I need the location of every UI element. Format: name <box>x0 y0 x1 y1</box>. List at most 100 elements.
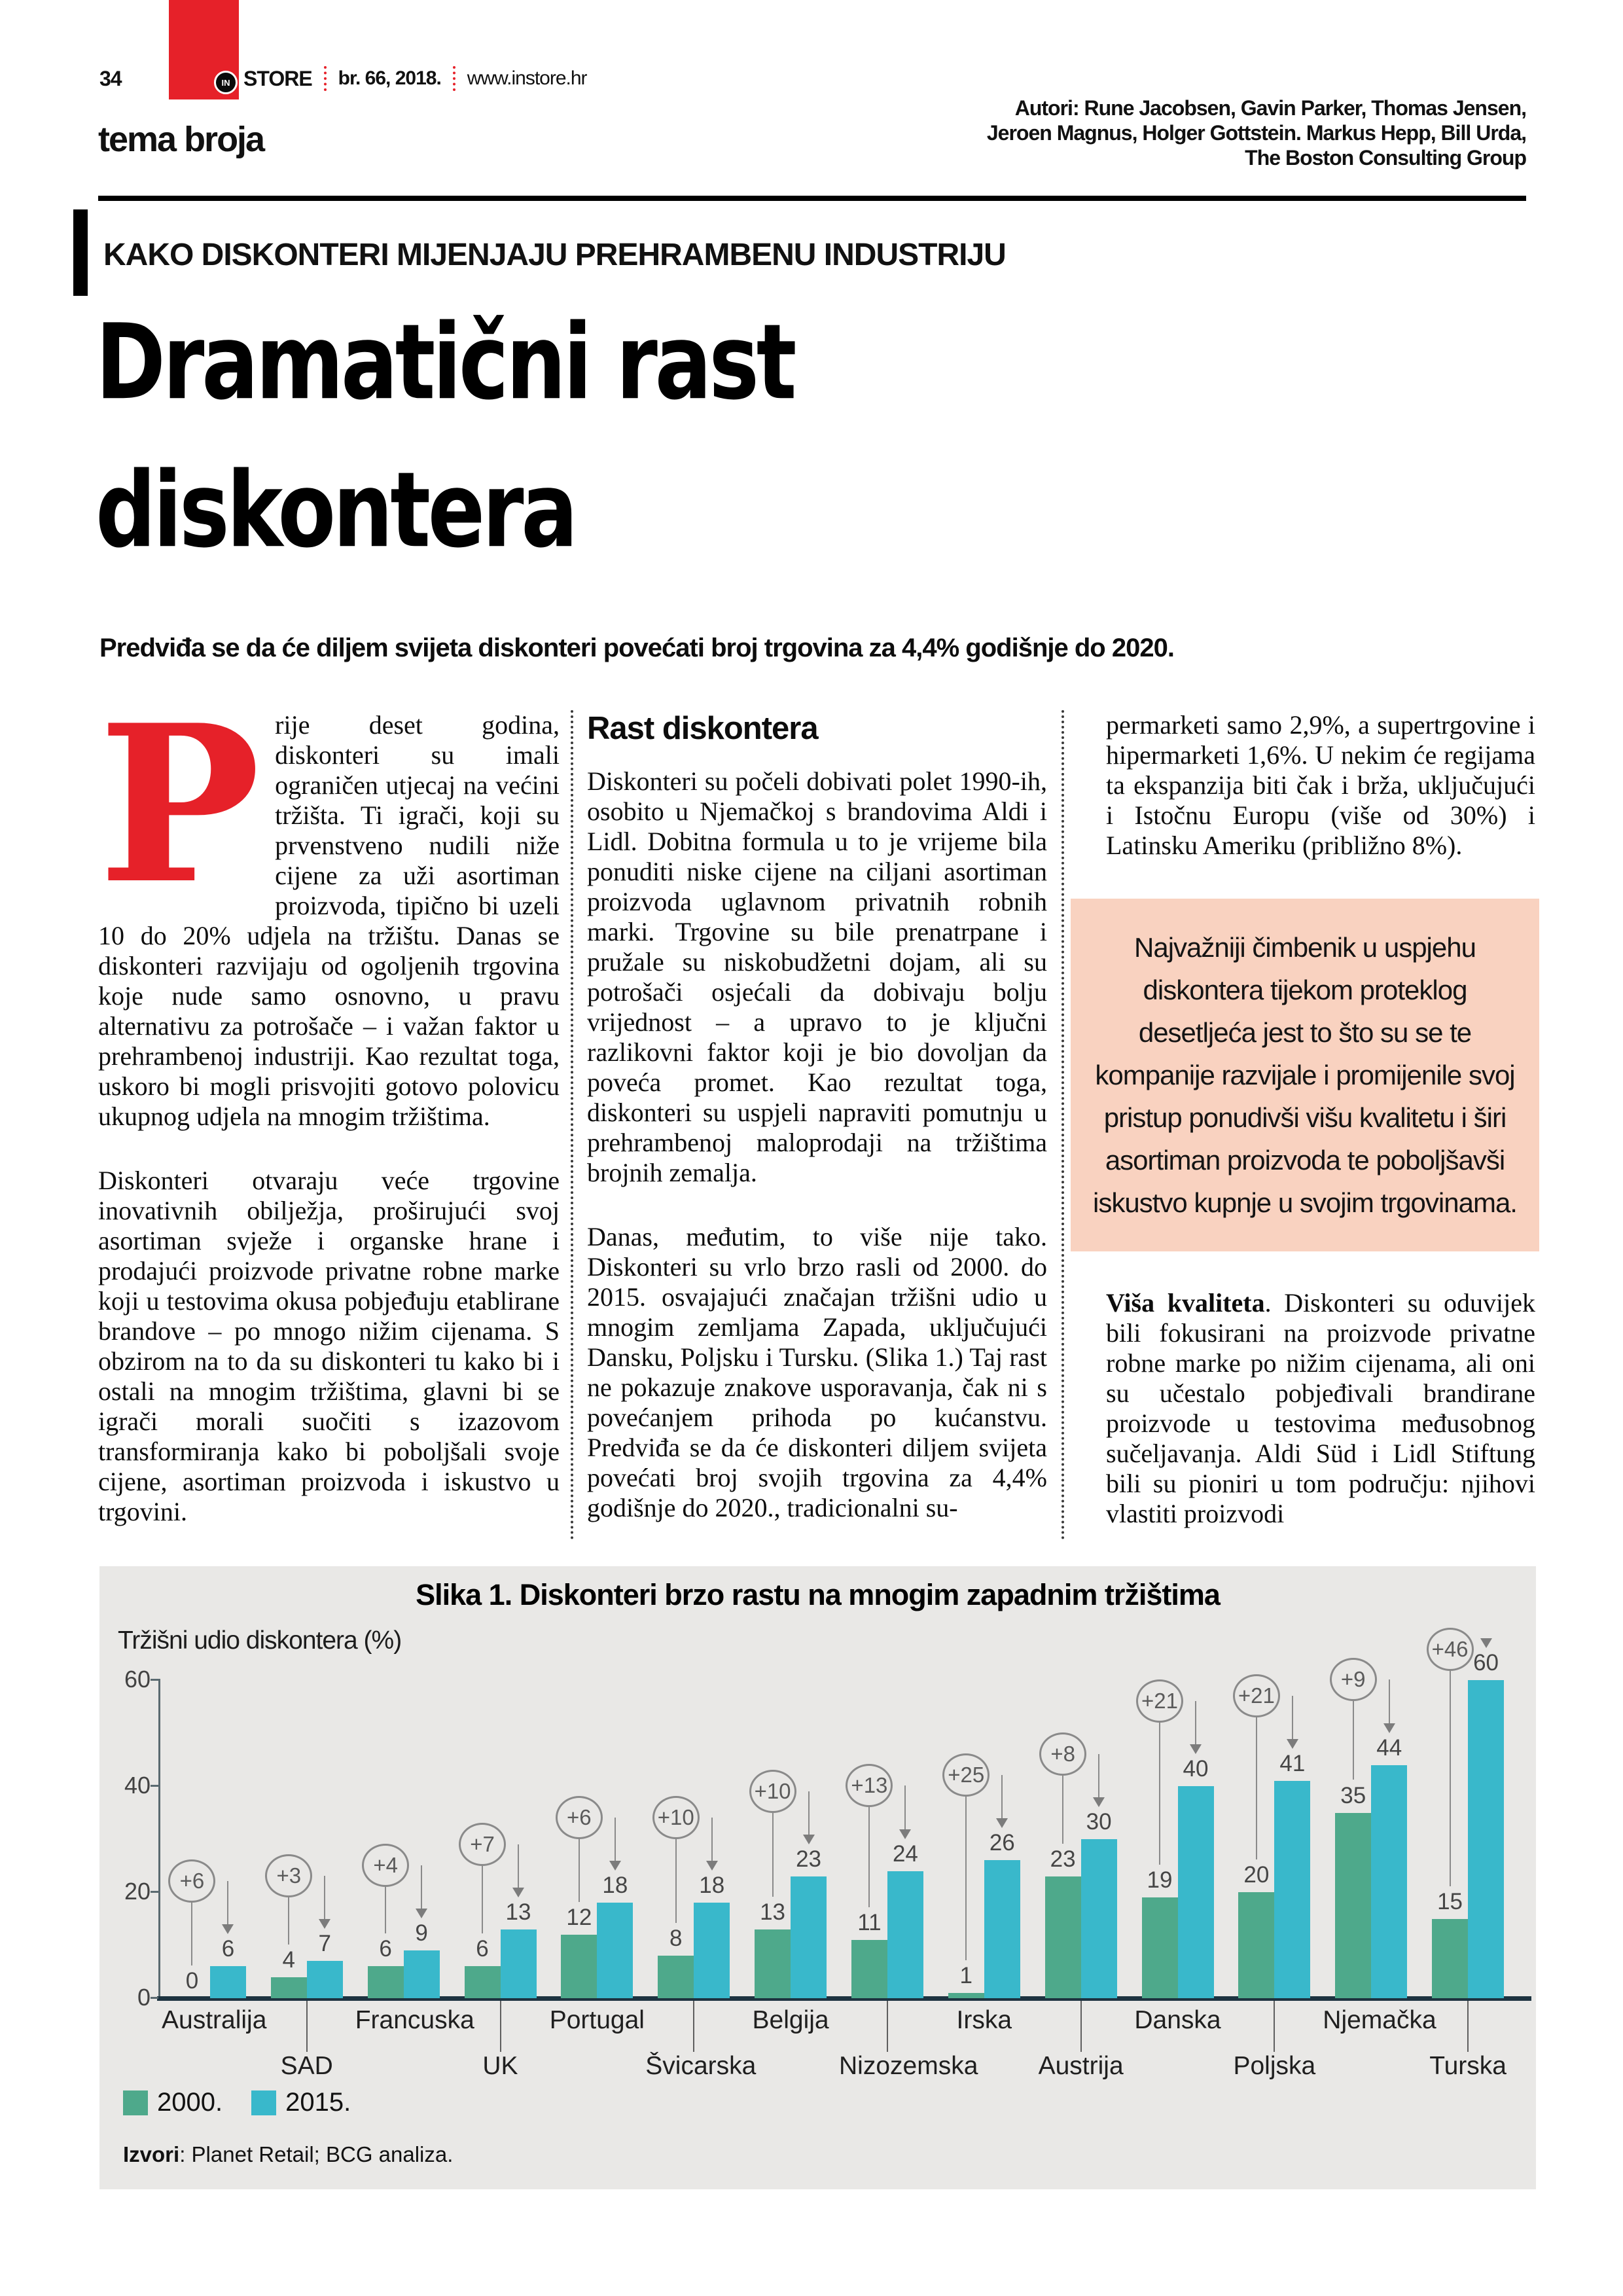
article-title-line1: Dramatični rast <box>96 302 796 423</box>
section-title: tema broja <box>98 120 265 159</box>
delta-arrow-icon <box>512 1887 524 1897</box>
country-label: Irska <box>956 2006 1012 2034</box>
bar-2015 <box>403 1950 440 1998</box>
bar-2000 <box>367 1966 404 1998</box>
delta-leader-line <box>1449 1670 1451 1886</box>
delta-arrow-line <box>614 1818 616 1861</box>
figure-panel: Slika 1. Diskonteri brzo rastu na mnogim… <box>99 1566 1536 2189</box>
bar-value-2000: 6 <box>476 1936 489 1962</box>
delta-circle: +25 <box>942 1753 990 1797</box>
country-label: Portugal <box>549 2006 645 2034</box>
logo-store-text: STORE <box>243 66 313 90</box>
bar-2015 <box>597 1903 633 1998</box>
bar-value-2000: 4 <box>282 1946 296 1973</box>
delta-arrow-line <box>1388 1679 1390 1723</box>
country-label: Australija <box>162 2006 267 2034</box>
delta-arrow-line <box>1291 1695 1293 1739</box>
bar-2000 <box>851 1939 887 1998</box>
y-tick-label: 0 <box>137 1984 151 2011</box>
y-axis-line <box>158 1679 160 1998</box>
legend-swatch-2000 <box>123 2090 148 2115</box>
delta-arrow-icon <box>609 1861 621 1871</box>
delta-circle: +8 <box>1039 1732 1087 1776</box>
chart-legend: 2000. 2015. <box>123 2088 351 2117</box>
bar-2015 <box>1080 1839 1117 1998</box>
paragraph: permarketi samo 2,9%, a supertrgovine i … <box>1106 710 1535 860</box>
source-label: Izvori <box>123 2142 180 2166</box>
delta-circle: +7 <box>459 1822 506 1866</box>
country-label: Belgija <box>752 2006 829 2034</box>
country-label: UK <box>482 2052 518 2080</box>
bar-2000 <box>464 1966 501 1998</box>
y-axis-label: Tržišni udio diskontera (%) <box>118 1626 402 1655</box>
bar-value-2000: 15 <box>1437 1888 1463 1914</box>
delta-circle: +10 <box>749 1769 796 1813</box>
bar-value-2000: 35 <box>1340 1782 1366 1808</box>
paragraph-text: . Diskonteri su oduvijek bili fokusirani… <box>1106 1288 1535 1528</box>
bar-2000 <box>1238 1892 1275 1998</box>
authors-line: Jeroen Magnus, Holger Gottstein. Markus … <box>986 121 1527 145</box>
bar-value-2000: 13 <box>760 1899 786 1925</box>
x-axis-line <box>157 1996 1531 2001</box>
column-separator <box>571 710 573 1540</box>
delta-arrow-icon <box>222 1924 234 1935</box>
delta-circle: +13 <box>846 1764 893 1808</box>
y-tick-mark <box>151 1997 158 1999</box>
bar-value-2015: 23 <box>796 1846 822 1872</box>
delta-arrow-line <box>711 1818 713 1861</box>
country-label: Turska <box>1429 2052 1507 2080</box>
delta-leader-line <box>868 1806 870 1907</box>
bar-2015 <box>984 1860 1020 1998</box>
bar-value-2015: 44 <box>1376 1734 1402 1761</box>
bar-2015 <box>694 1903 730 1998</box>
delta-circle: +4 <box>362 1843 410 1887</box>
bar-2000 <box>270 1977 307 1998</box>
header-rule <box>98 196 1526 201</box>
website-url: www.instore.hr <box>467 67 588 89</box>
dotted-separator <box>452 66 455 91</box>
country-label: SAD <box>280 2052 333 2080</box>
legend-swatch-2015 <box>251 2090 277 2115</box>
bar-2000 <box>1044 1876 1081 1998</box>
bar-2015 <box>306 1961 343 1998</box>
bar-value-2015: 41 <box>1279 1750 1306 1776</box>
delta-arrow-icon <box>1286 1738 1298 1749</box>
delta-arrow-icon <box>802 1834 815 1844</box>
delta-arrow-line <box>904 1785 906 1829</box>
delta-arrow-line <box>421 1865 423 1909</box>
delta-leader-line <box>578 1838 580 1902</box>
country-label: Poljska <box>1233 2052 1316 2080</box>
paragraph: Viša kvaliteta. Diskonteri su oduvijek b… <box>1071 1288 1539 1529</box>
delta-arrow-line <box>1098 1753 1100 1797</box>
bar-value-2015: 30 <box>1086 1809 1112 1835</box>
country-label: Austrija <box>1038 2052 1124 2080</box>
delta-arrow-icon <box>899 1829 912 1839</box>
delta-leader-line <box>1159 1721 1160 1865</box>
bar-2000 <box>1432 1918 1469 1998</box>
delta-leader-line <box>191 1901 193 1965</box>
bar-2000 <box>1141 1897 1178 1998</box>
bar-2015 <box>1468 1680 1505 1998</box>
country-label: Danska <box>1134 2006 1221 2034</box>
delta-arrow-line <box>1001 1775 1003 1819</box>
bar-value-2015: 24 <box>892 1840 918 1867</box>
bar-value-2000: 19 <box>1147 1867 1173 1893</box>
paragraph: Danas, međutim, to više nije tako. Disko… <box>587 1222 1047 1522</box>
y-tick-label: 40 <box>124 1772 151 1799</box>
delta-arrow-icon <box>705 1861 718 1871</box>
delta-leader-line <box>288 1896 290 1945</box>
bar-value-2015: 18 <box>602 1873 628 1899</box>
article-lead: Predviđa se da će diljem svijeta diskont… <box>99 634 1175 662</box>
delta-leader-line <box>772 1811 774 1897</box>
bar-value-2000: 23 <box>1050 1846 1076 1872</box>
country-label: Njemačka <box>1323 2006 1436 2034</box>
delta-circle: +9 <box>1329 1658 1377 1702</box>
bar-value-2015: 6 <box>221 1936 235 1962</box>
column-separator <box>1061 710 1064 1540</box>
paragraph: Diskonteri su počeli dobivati polet 1990… <box>587 766 1047 1187</box>
delta-arrow-line <box>227 1881 229 1925</box>
delta-circle: +21 <box>1136 1679 1183 1723</box>
country-leader-line <box>1080 2001 1082 2052</box>
